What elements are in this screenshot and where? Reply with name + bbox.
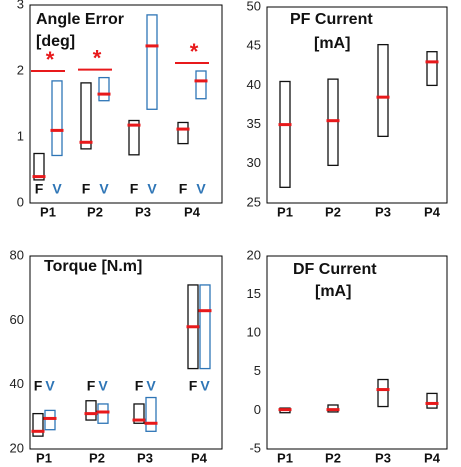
panel-title-line-1: Angle Error bbox=[36, 11, 124, 28]
y-tick-label: 20 bbox=[10, 440, 24, 455]
y-tick-label: 35 bbox=[247, 116, 261, 131]
plot-frame bbox=[29, 255, 223, 450]
y-tick-label: -5 bbox=[249, 440, 261, 455]
y-tick-label: 40 bbox=[10, 376, 24, 391]
group-label-v: V bbox=[147, 181, 157, 197]
group-label-f: F bbox=[87, 378, 96, 394]
box bbox=[377, 43, 389, 138]
group-label-f: F bbox=[135, 378, 144, 394]
box bbox=[51, 80, 63, 157]
group-label-v: V bbox=[200, 378, 210, 394]
x-tick-label: P3 bbox=[135, 204, 151, 219]
x-tick-label: P1 bbox=[277, 204, 293, 219]
y-tick-label: 0 bbox=[17, 194, 24, 209]
panel-pf-current: PF Current [mA] 25 30 35 40 45 50 P1 P2 P3 P4 bbox=[247, 0, 448, 219]
y-tick-label: 10 bbox=[247, 325, 261, 340]
box bbox=[195, 70, 207, 100]
y-tick-label: 40 bbox=[247, 77, 261, 92]
panel-title-line-2: [mA] bbox=[314, 35, 350, 52]
panel-title-line-1: DF Current bbox=[293, 261, 377, 278]
group-label-v: V bbox=[45, 378, 55, 394]
box bbox=[177, 121, 189, 145]
x-tick-label: P1 bbox=[40, 204, 56, 219]
x-tick-label: P4 bbox=[424, 450, 441, 465]
panel-title-line-1: Torque [N.m] bbox=[44, 258, 142, 275]
panel-title-line-2: [mA] bbox=[315, 283, 351, 300]
box bbox=[128, 119, 140, 156]
group-label-v: V bbox=[98, 378, 108, 394]
x-tick-label: P2 bbox=[325, 204, 341, 219]
panel-title-line-1: PF Current bbox=[290, 11, 373, 28]
group-label-v: V bbox=[52, 181, 62, 197]
box bbox=[426, 51, 438, 87]
box bbox=[44, 409, 56, 431]
plot-frame bbox=[266, 255, 448, 450]
significance-star: * bbox=[46, 47, 55, 72]
x-tick-label: P1 bbox=[36, 450, 52, 465]
x-tick-label: P3 bbox=[375, 204, 391, 219]
x-tick-label: P2 bbox=[89, 450, 105, 465]
group-label-f: F bbox=[189, 378, 198, 394]
plot-frame bbox=[266, 6, 448, 204]
group-label-f: F bbox=[35, 181, 44, 197]
box bbox=[199, 284, 211, 370]
y-tick-label: 20 bbox=[247, 247, 261, 262]
box bbox=[85, 400, 97, 421]
panel-title-line-2: [deg] bbox=[36, 33, 75, 50]
group-label-f: F bbox=[130, 181, 139, 197]
group-label-v: V bbox=[146, 378, 156, 394]
box bbox=[146, 14, 158, 110]
panel-df-current: DF Current [mA] -5 0 5 10 15 20 P1 P2 P3 P4 bbox=[247, 247, 448, 465]
group-label-f: F bbox=[34, 378, 43, 394]
x-tick-label: P4 bbox=[424, 204, 441, 219]
x-tick-label: P4 bbox=[191, 450, 208, 465]
x-tick-label: P4 bbox=[184, 204, 201, 219]
y-tick-label: 1 bbox=[17, 128, 24, 143]
y-tick-label: 60 bbox=[10, 312, 24, 327]
y-tick-label: 80 bbox=[10, 247, 24, 262]
y-tick-label: 5 bbox=[254, 363, 261, 378]
box bbox=[279, 80, 291, 188]
box bbox=[133, 403, 145, 424]
box bbox=[80, 82, 92, 150]
y-tick-label: 25 bbox=[247, 194, 261, 209]
significance-star: * bbox=[190, 39, 199, 64]
x-tick-label: P2 bbox=[325, 450, 341, 465]
y-tick-label: 0 bbox=[254, 402, 261, 417]
x-tick-label: P2 bbox=[87, 204, 103, 219]
y-tick-label: 15 bbox=[247, 286, 261, 301]
box bbox=[145, 396, 157, 432]
group-label-f: F bbox=[82, 181, 91, 197]
y-tick-label: 50 bbox=[247, 0, 261, 13]
box bbox=[327, 78, 339, 167]
group-label-v: V bbox=[196, 181, 206, 197]
x-tick-label: P3 bbox=[375, 450, 391, 465]
box bbox=[33, 152, 45, 181]
box bbox=[426, 392, 438, 409]
x-tick-label: P1 bbox=[277, 450, 293, 465]
group-label-f: F bbox=[179, 181, 188, 197]
y-tick-label: 3 bbox=[17, 0, 24, 11]
box bbox=[377, 378, 389, 408]
box bbox=[98, 76, 110, 102]
box bbox=[97, 403, 109, 424]
y-tick-label: 30 bbox=[247, 155, 261, 170]
significance-star: * bbox=[93, 46, 102, 71]
x-tick-label: P3 bbox=[137, 450, 153, 465]
group-label-v: V bbox=[99, 181, 109, 197]
box bbox=[32, 412, 44, 437]
y-tick-label: 2 bbox=[17, 62, 24, 77]
y-tick-label: 45 bbox=[247, 38, 261, 53]
